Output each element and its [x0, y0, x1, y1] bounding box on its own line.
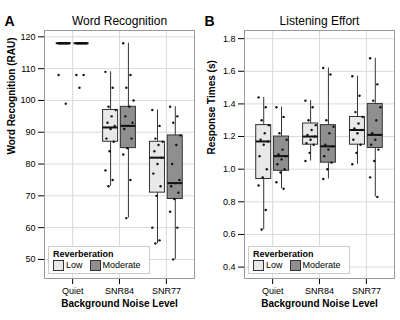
html-text:Moderate: Moderate — [102, 260, 141, 270]
svg-text:1.8: 1.8 — [223, 34, 236, 44]
svg-text:SNR77: SNR77 — [152, 286, 181, 296]
svg-text:1.4: 1.4 — [223, 99, 236, 109]
svg-text:0.4: 0.4 — [223, 262, 236, 272]
svg-text:1.0: 1.0 — [223, 164, 236, 174]
svg-text:1.6: 1.6 — [223, 66, 236, 76]
svg-text:0.6: 0.6 — [223, 229, 236, 239]
svg-text:50: 50 — [25, 254, 35, 264]
svg-text:1.2: 1.2 — [223, 131, 236, 141]
svg-text:Quiet: Quiet — [262, 286, 284, 296]
svg-text:Background Noise Level: Background Noise Level — [261, 298, 378, 309]
svg-text:0.8: 0.8 — [223, 197, 236, 207]
html-text:Low: Low — [266, 260, 283, 270]
svg-text:Response Times (s): Response Times (s) — [206, 60, 217, 154]
svg-text:SNR84: SNR84 — [305, 286, 334, 296]
svg-text:110: 110 — [21, 64, 35, 74]
svg-text:120: 120 — [20, 32, 35, 42]
svg-text:Word Recognition (RAU): Word Recognition (RAU) — [6, 37, 17, 154]
svg-text:Listening Effort: Listening Effort — [280, 14, 360, 28]
html-text:Reverberation: Reverberation — [253, 249, 314, 259]
svg-text:Word Recognition: Word Recognition — [72, 14, 167, 28]
svg-text:80: 80 — [25, 159, 35, 169]
svg-text:90: 90 — [25, 127, 35, 137]
svg-text:Background Noise Level: Background Noise Level — [61, 298, 178, 309]
html-text:Moderate: Moderate — [302, 260, 341, 270]
svg-text:70: 70 — [25, 191, 35, 201]
html-text:Low: Low — [66, 260, 83, 270]
svg-text:Quiet: Quiet — [62, 286, 84, 296]
svg-text:SNR77: SNR77 — [352, 286, 381, 296]
svg-text:SNR84: SNR84 — [105, 286, 134, 296]
svg-text:B: B — [205, 13, 215, 29]
svg-text:60: 60 — [25, 223, 35, 233]
html-text:Reverberation: Reverberation — [53, 249, 114, 259]
svg-text:100: 100 — [20, 95, 35, 105]
svg-text:A: A — [5, 13, 15, 29]
